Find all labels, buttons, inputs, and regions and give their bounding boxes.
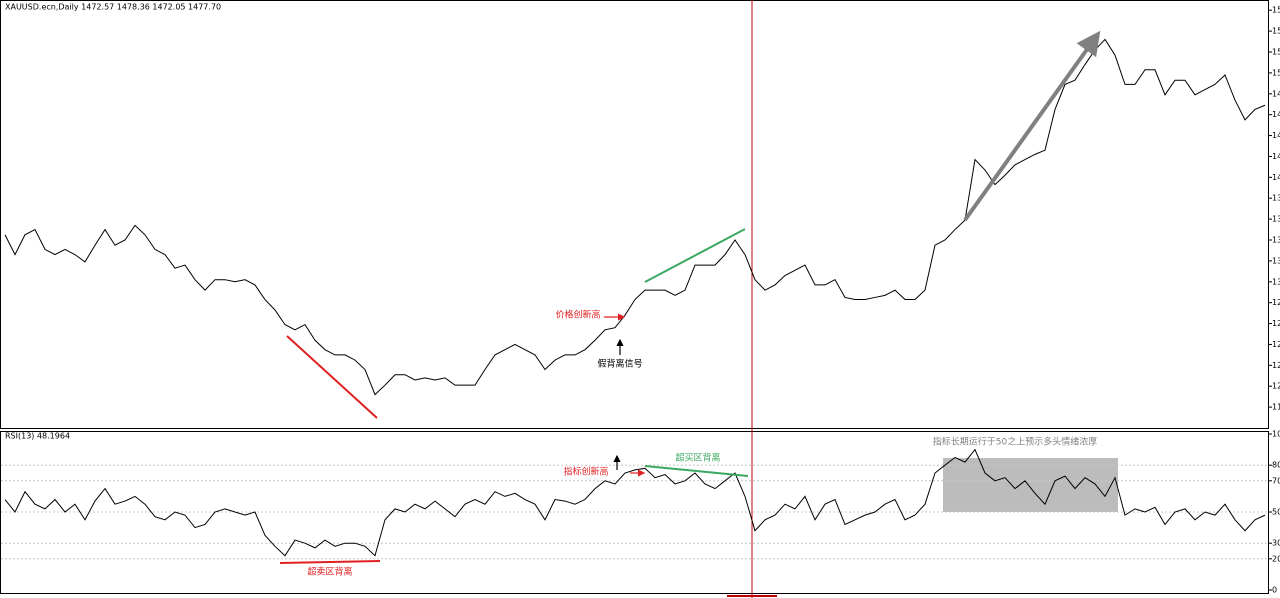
- price-line: [4, 38, 1266, 396]
- y-tick-label: 1320: [1272, 256, 1280, 265]
- y-tick-label: 1420: [1272, 152, 1280, 161]
- y-tick-label: 0: [1272, 586, 1277, 595]
- y-tick-label: 80: [1272, 461, 1280, 470]
- annotation: 指标长期运行于50之上预示多头情绪浓厚: [933, 436, 1097, 448]
- trend-line: [286, 335, 378, 419]
- y-tick-label: 1360: [1272, 215, 1280, 224]
- panel-title: RSI(13) 48.1964: [5, 432, 70, 441]
- annotation: 超买区背离: [675, 452, 720, 464]
- y-tick-label: 1240: [1272, 340, 1280, 349]
- y-tick-label: 1180: [1272, 403, 1280, 412]
- annotation: 指标创新高: [563, 466, 608, 478]
- y-tick-label: 1540: [1272, 27, 1280, 36]
- y-tick-label: 1440: [1272, 131, 1280, 140]
- annotation: 价格创新高: [555, 309, 600, 321]
- price-line: [4, 448, 1266, 557]
- y-tick-label: 20: [1272, 554, 1280, 563]
- y-tick-label: 1260: [1272, 319, 1280, 328]
- trend-line: [644, 228, 746, 283]
- y-tick-label: 1340: [1272, 236, 1280, 245]
- annotations: [279, 30, 1101, 564]
- y-tick-label: 1400: [1272, 173, 1280, 182]
- y-tick-label: 70: [1272, 476, 1280, 485]
- price-panel: [0, 0, 1269, 429]
- y-tick-label: 1280: [1272, 298, 1280, 307]
- annotation: 假背离信号: [597, 358, 642, 370]
- y-tick-label: 1520: [1272, 48, 1280, 57]
- y-tick-label: 1220: [1272, 361, 1280, 370]
- y-tick-label: 1380: [1272, 194, 1280, 203]
- panel-title: XAUUSD.ecn,Daily 1472.57 1478.36 1472.05…: [5, 3, 221, 12]
- trend-line: [644, 465, 749, 477]
- y-tick-label: 1560: [1272, 6, 1280, 15]
- trend-line: [279, 560, 381, 564]
- y-tick-label: 1480: [1272, 89, 1280, 98]
- bull-zone: [943, 458, 1118, 512]
- y-tick-label: 1460: [1272, 110, 1280, 119]
- y-tick-label: 100: [1272, 430, 1280, 439]
- y-tick-label: 50: [1272, 508, 1280, 517]
- y-tick-label: 30: [1272, 539, 1280, 548]
- y-tick-label: 1200: [1272, 382, 1280, 391]
- y-tick-label: 1500: [1272, 68, 1280, 77]
- trend-arrow: [963, 30, 1101, 222]
- y-tick-label: 1300: [1272, 277, 1280, 286]
- annotation: 超卖区背离: [307, 566, 352, 578]
